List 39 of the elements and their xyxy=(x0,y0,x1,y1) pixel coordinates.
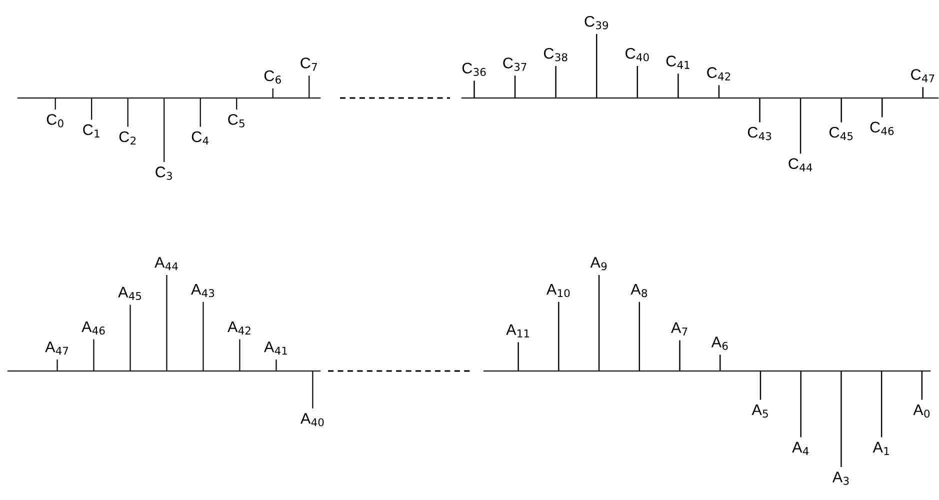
x-tick-label: A$_{0}$ xyxy=(913,404,930,418)
x-tick-label: C$_{38}$ xyxy=(544,48,568,62)
x-tick-label: A$_{46}$ xyxy=(82,321,105,335)
x-tick-label: A$_{6}$ xyxy=(711,336,728,350)
x-tick-label: C$_{46}$ xyxy=(870,122,894,136)
x-tick-label: A$_{7}$ xyxy=(671,322,688,336)
x-tick-label: C$_{6}$ xyxy=(264,70,281,84)
x-tick-label: C$_{43}$ xyxy=(748,126,772,140)
x-tick-label: A$_{4}$ xyxy=(792,442,809,455)
x-tick-label: A$_{1}$ xyxy=(872,442,889,455)
x-tick-label: A$_{3}$ xyxy=(832,472,849,485)
x-tick-label: C$_{47}$ xyxy=(911,69,934,82)
x-tick-label: C$_{5}$ xyxy=(228,114,244,128)
x-tick-label: A$_{47}$ xyxy=(45,342,68,355)
x-tick-label: A$_{10}$ xyxy=(546,284,570,298)
x-tick-label: A$_{41}$ xyxy=(264,342,287,355)
x-tick-label: C$_{40}$ xyxy=(626,48,649,62)
x-tick-label: C$_{44}$ xyxy=(788,158,812,172)
x-tick-label: A$_{44}$ xyxy=(154,257,178,270)
x-tick-label: C$_{1}$ xyxy=(83,124,100,138)
x-tick-label: C$_{42}$ xyxy=(707,67,730,80)
x-tick-label: C$_{7}$ xyxy=(300,58,317,71)
x-tick-label: A$_{9}$ xyxy=(590,257,607,270)
x-tick-label: C$_{3}$ xyxy=(156,166,172,180)
x-tick-label: C$_{36}$ xyxy=(462,62,486,76)
x-tick-label: A$_{40}$ xyxy=(300,413,324,426)
x-tick-label: C$_{45}$ xyxy=(830,126,853,140)
x-tick-label: C$_{2}$ xyxy=(119,131,136,145)
x-tick-label: A$_{42}$ xyxy=(228,321,250,334)
x-tick-label: C$_{4}$ xyxy=(192,131,208,145)
x-tick-label: C$_{37}$ xyxy=(503,58,526,71)
x-tick-label: A$_{5}$ xyxy=(752,404,768,418)
x-tick-label: C$_{0}$ xyxy=(46,114,64,128)
x-tick-label: C$_{41}$ xyxy=(666,56,690,69)
x-tick-label: A$_{43}$ xyxy=(191,284,214,298)
x-tick-label: A$_{45}$ xyxy=(118,286,142,300)
x-tick-label: C$_{39}$ xyxy=(584,16,608,30)
x-tick-label: A$_{11}$ xyxy=(506,324,530,338)
x-tick-label: A$_{8}$ xyxy=(630,284,648,298)
